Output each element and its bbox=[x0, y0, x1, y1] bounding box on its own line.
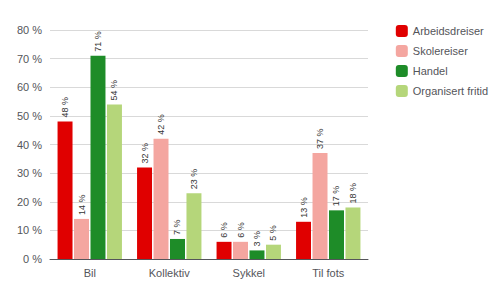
svg-text:Organisert fritid: Organisert fritid bbox=[413, 85, 488, 97]
svg-text:40 %: 40 % bbox=[17, 139, 42, 151]
svg-text:60 %: 60 % bbox=[17, 81, 42, 93]
svg-text:Skolereiser: Skolereiser bbox=[413, 45, 468, 57]
svg-text:20 %: 20 % bbox=[17, 196, 42, 208]
svg-text:32 %: 32 % bbox=[140, 143, 150, 164]
svg-text:3 %: 3 % bbox=[252, 231, 262, 247]
svg-text:6 %: 6 % bbox=[219, 222, 229, 238]
svg-text:50 %: 50 % bbox=[17, 110, 42, 122]
svg-text:42 %: 42 % bbox=[156, 114, 166, 135]
svg-text:71 %: 71 % bbox=[93, 31, 103, 52]
svg-text:0 %: 0 % bbox=[23, 253, 42, 265]
svg-text:Handel: Handel bbox=[413, 65, 448, 77]
svg-text:17 %: 17 % bbox=[331, 186, 341, 207]
svg-text:14 %: 14 % bbox=[77, 194, 87, 215]
svg-text:5 %: 5 % bbox=[268, 225, 278, 241]
svg-text:Til fots: Til fots bbox=[312, 267, 344, 279]
svg-text:30 %: 30 % bbox=[17, 167, 42, 179]
svg-text:10 %: 10 % bbox=[17, 224, 42, 236]
svg-text:13 %: 13 % bbox=[299, 197, 309, 218]
svg-text:7 %: 7 % bbox=[172, 219, 182, 235]
svg-text:37 %: 37 % bbox=[315, 129, 325, 150]
svg-text:54 %: 54 % bbox=[109, 80, 119, 101]
svg-text:Arbeidsdreiser: Arbeidsdreiser bbox=[413, 25, 484, 37]
svg-text:Bil: Bil bbox=[84, 267, 96, 279]
svg-text:18 %: 18 % bbox=[348, 183, 358, 204]
svg-text:Sykkel: Sykkel bbox=[233, 267, 265, 279]
svg-text:80 %: 80 % bbox=[17, 24, 42, 36]
svg-text:Kollektiv: Kollektiv bbox=[149, 267, 190, 279]
svg-text:48 %: 48 % bbox=[60, 97, 70, 118]
svg-text:70 %: 70 % bbox=[17, 53, 42, 65]
svg-text:23 %: 23 % bbox=[189, 169, 199, 190]
svg-text:6 %: 6 % bbox=[236, 222, 246, 238]
